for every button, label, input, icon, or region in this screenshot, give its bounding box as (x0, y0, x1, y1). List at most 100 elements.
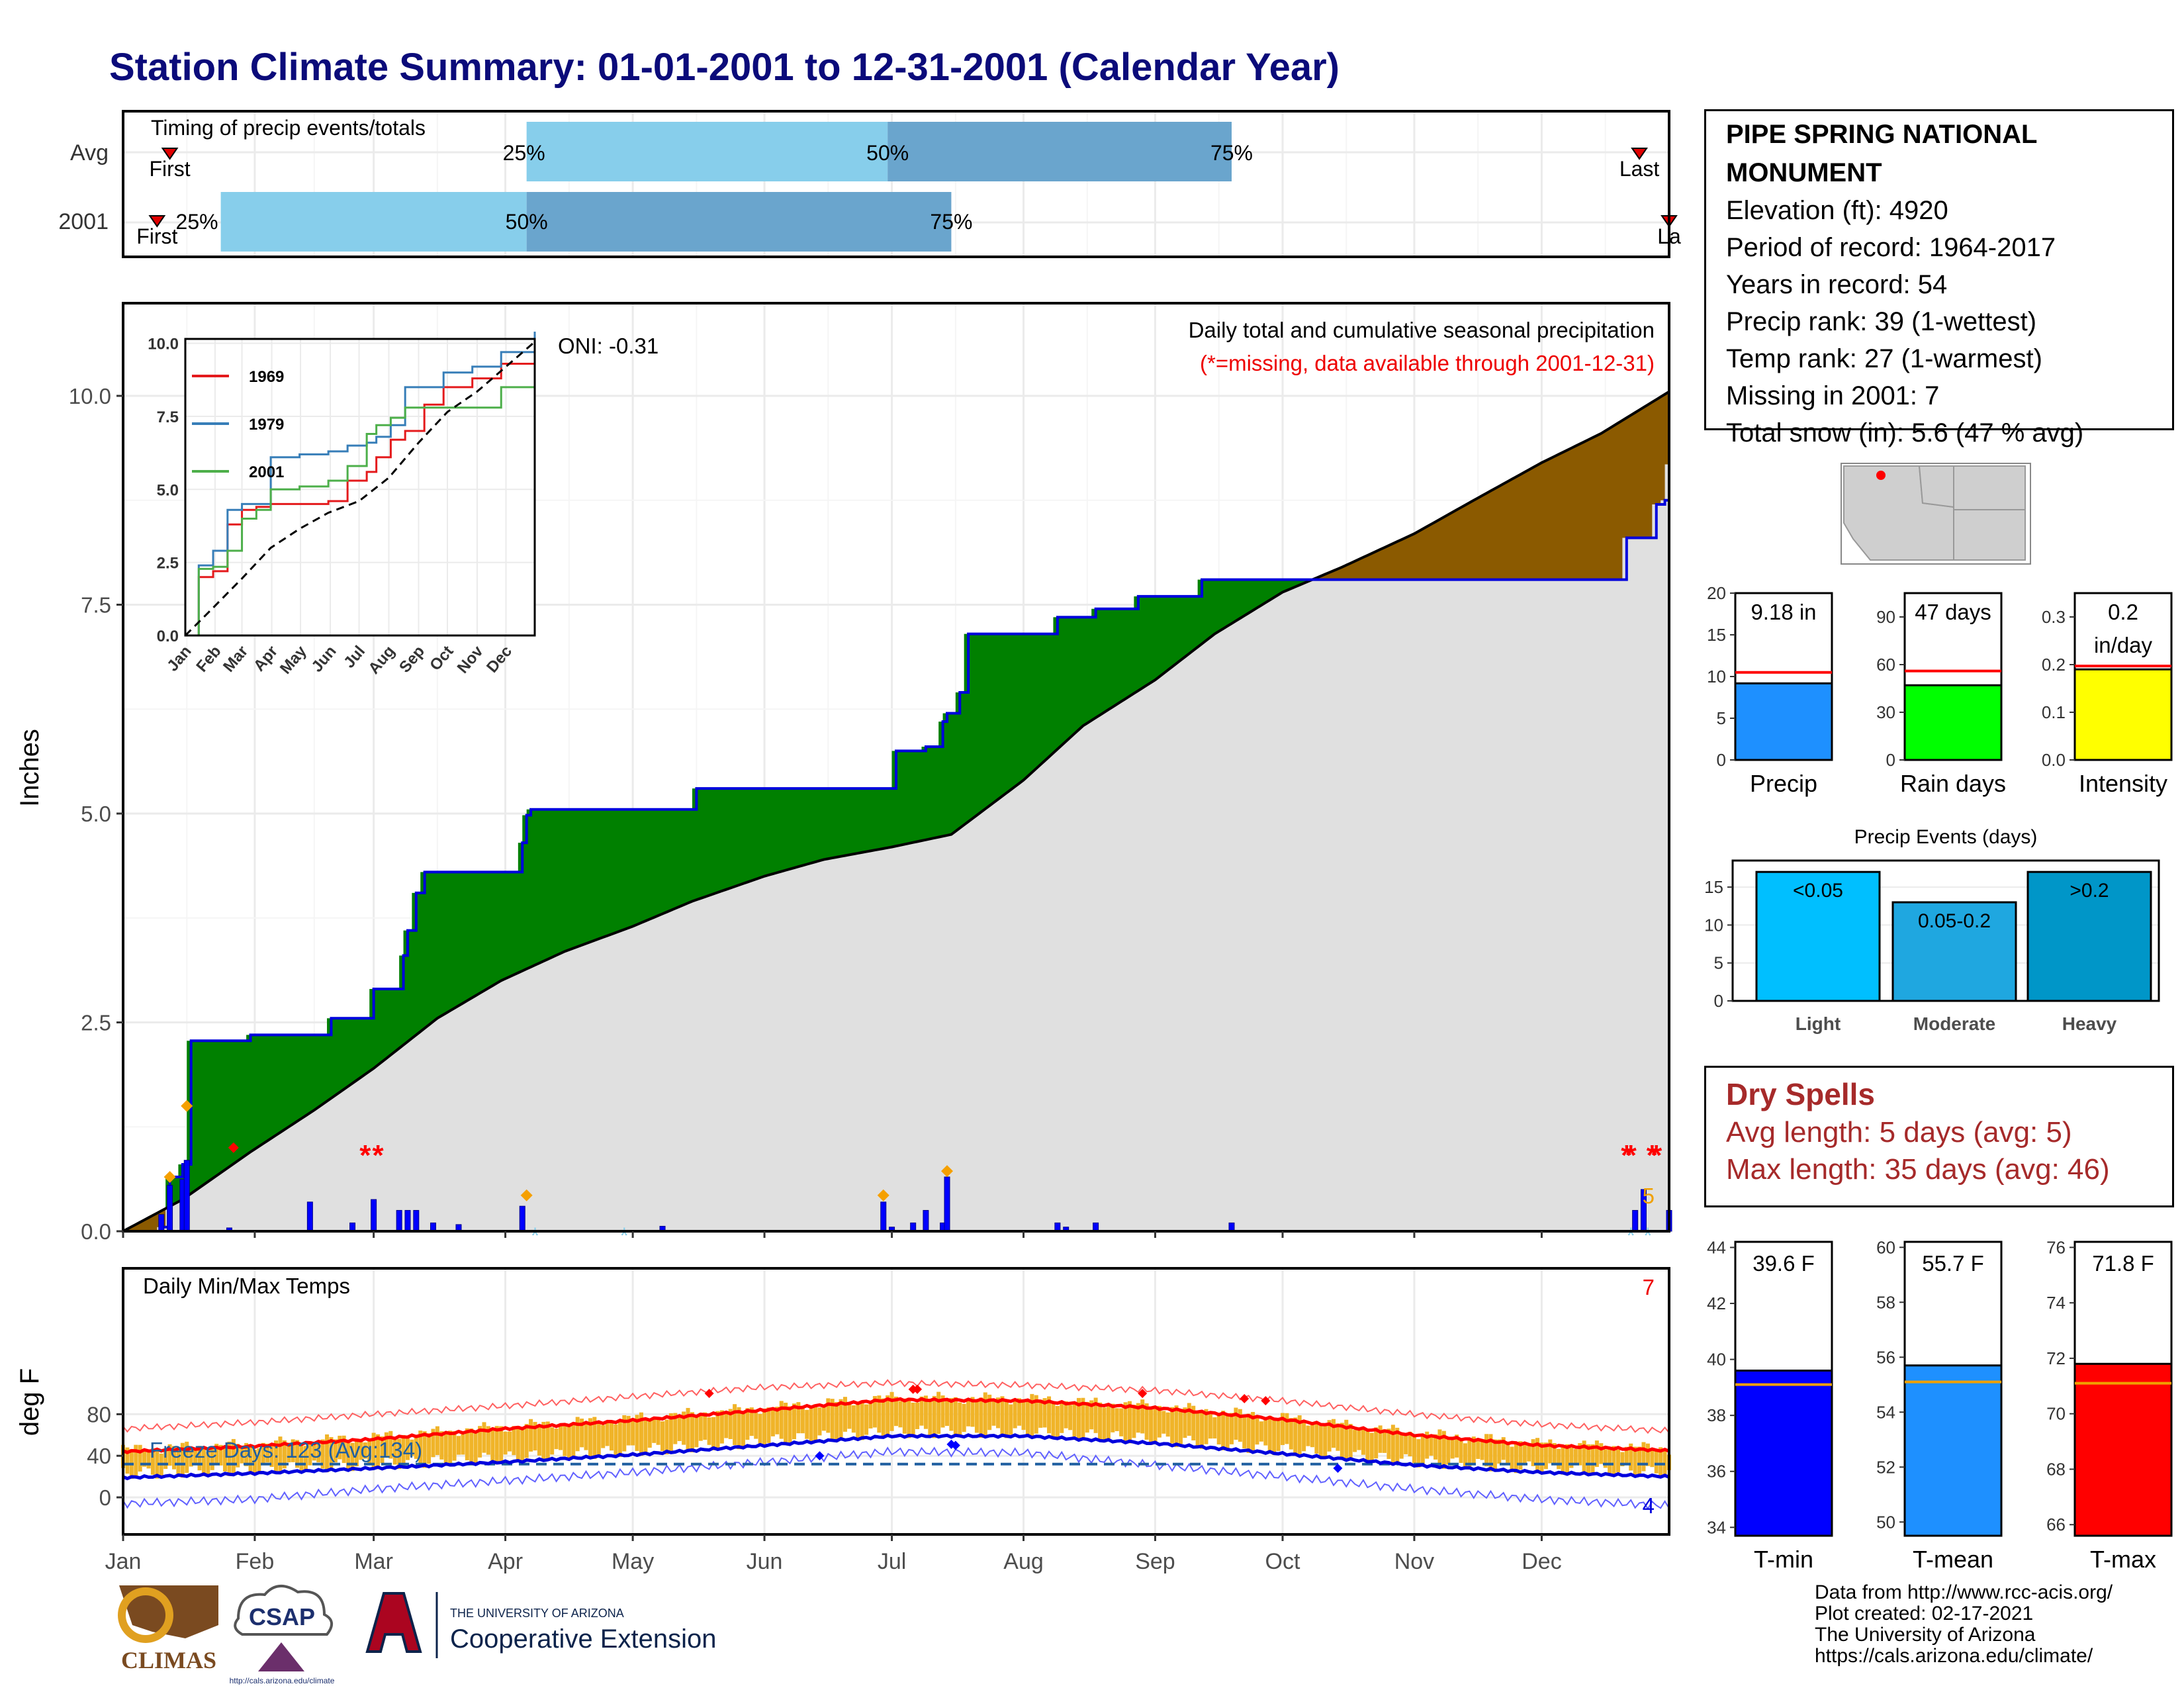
missing-marker-light: * (620, 1223, 629, 1248)
temp-range-bar (341, 1435, 346, 1464)
temp-range-bar (622, 1415, 627, 1452)
dry-spells-box: Dry Spells Avg length: 5 days (avg: 5) M… (1704, 1066, 2174, 1207)
summary-y-tick-label: 30 (1876, 702, 1895, 722)
inset-line-average (184, 341, 535, 637)
temp-range-bar (405, 1435, 410, 1460)
csap-cloud (234, 1585, 333, 1636)
station-name-line1: PIPE SPRING NATIONAL (1726, 120, 2038, 149)
temp-range-bar (779, 1401, 784, 1439)
inset-y-tick-label: 2.5 (157, 555, 179, 573)
daily-precip-bar (880, 1201, 887, 1232)
temp-range-bar (886, 1395, 890, 1438)
temp-range-bar (1332, 1419, 1336, 1448)
temp-range-bar (686, 1407, 690, 1451)
temp-range-bar (303, 1446, 308, 1472)
map-state-utah (1918, 465, 1954, 508)
temp-range-bar (435, 1426, 439, 1456)
temp-range-bar (762, 1408, 767, 1448)
temp-range-bar (448, 1430, 453, 1466)
temp-range-bar (550, 1427, 555, 1455)
temp-range-bar (1395, 1427, 1400, 1465)
temp-range-bar (269, 1445, 274, 1468)
temp-range-bar (915, 1402, 920, 1429)
temp-range-bar (864, 1404, 869, 1435)
temp-range-bar (274, 1440, 279, 1474)
temp-range-bar (1081, 1397, 1085, 1439)
temp-range-bar (1612, 1446, 1616, 1477)
temp-range-bar (923, 1395, 928, 1429)
temp-range-bar (754, 1413, 758, 1439)
temp-range-bar (694, 1415, 699, 1448)
temp-range-bar (193, 1449, 198, 1466)
location-map (1841, 463, 2031, 565)
temp-panel-title: Daily Min/Max Temps (143, 1274, 350, 1298)
precip-y-tick-label: 2.5 (81, 1011, 111, 1035)
temp-range-bar (872, 1395, 877, 1428)
temp-range-bar (359, 1439, 363, 1460)
temp-range-bar (1557, 1448, 1561, 1470)
temp-range-bar (371, 1432, 376, 1470)
summary-y-tick-label: 0.3 (2042, 607, 2066, 627)
temp-range-bar (800, 1407, 805, 1434)
summary-y-tick-label: 90 (1876, 607, 1895, 627)
temp-range-bar (1102, 1407, 1107, 1443)
precip-y-axis-label: Inches (15, 729, 44, 807)
month-label: Apr (488, 1549, 523, 1574)
temp-range-bar (983, 1392, 987, 1436)
summary-y-tick-label: 0.0 (2042, 750, 2066, 770)
temp-range-bar (1093, 1397, 1098, 1433)
inset-y-tick-label: 10.0 (148, 336, 179, 353)
temp-range-bar (907, 1397, 911, 1438)
temp-range-bar (363, 1442, 367, 1459)
timing-q25-label: 25% (176, 210, 218, 234)
summary-bar-Rain days (1903, 684, 2003, 761)
temp-range-bar (635, 1415, 639, 1451)
timing-bar-25-50 (220, 192, 527, 252)
temp-range-bar (473, 1430, 478, 1464)
temp-range-bar (1255, 1417, 1259, 1445)
temp-range-bar (1654, 1450, 1659, 1474)
temp-range-bar (1578, 1443, 1582, 1466)
temp-range-bar (1506, 1441, 1510, 1463)
summary-y-tick-label: 20 (1707, 583, 1726, 603)
record-min-line (122, 1446, 1670, 1511)
temp-range-bar (1000, 1396, 1005, 1435)
temp-range-bar (1348, 1424, 1353, 1458)
summary-y-tick-label: 0.1 (2042, 702, 2066, 722)
temp-range-bar (1404, 1433, 1408, 1454)
temp-range-bar (1429, 1434, 1433, 1456)
temp-range-bar (1318, 1425, 1323, 1459)
temp-range-bar (482, 1422, 486, 1453)
timing-title: Timing of precip events/totals (151, 116, 426, 140)
temp-range-bar (911, 1402, 915, 1436)
temp-range-bar (176, 1447, 181, 1476)
temp-summary-label: T-mean (1913, 1546, 1993, 1573)
temp-range-bar (1060, 1402, 1064, 1433)
dry-spells-title: Dry Spells (1726, 1077, 1875, 1111)
csap-logo: CSAP http://cals.arizona.edu/climate (230, 1585, 335, 1685)
station-snow: Total snow (in): 5.6 (47 % avg) (1726, 418, 2084, 447)
temp-range-bar (1374, 1427, 1379, 1459)
temp-range-bar (1488, 1434, 1493, 1472)
page-title: Station Climate Summary: 01-01-2001 to 1… (109, 46, 1340, 89)
temp-range-bar (1459, 1439, 1463, 1463)
temp-range-bar (974, 1400, 979, 1433)
logos: CLIMAS CSAP http://cals.arizona.edu/clim… (118, 1585, 716, 1685)
event-marker (877, 1189, 889, 1201)
temp-range-bar (499, 1426, 504, 1462)
temp-range-bar (261, 1442, 265, 1465)
temp-summary-y-tick-label: 38 (1707, 1405, 1726, 1425)
temp-range-bar (809, 1405, 813, 1444)
timing-q75-label: 75% (1210, 141, 1253, 165)
timing-first-label: First (136, 224, 177, 248)
temp-range-bar (422, 1431, 427, 1468)
month-label: Jun (747, 1549, 783, 1574)
temp-range-bar (860, 1400, 864, 1440)
timing-bar-50-75 (526, 192, 952, 252)
temp-range-bar (987, 1394, 992, 1430)
missing-marker-light: * (1627, 1223, 1635, 1248)
temp-range-bar (150, 1448, 155, 1475)
events-y-tick-label: 10 (1704, 915, 1723, 935)
